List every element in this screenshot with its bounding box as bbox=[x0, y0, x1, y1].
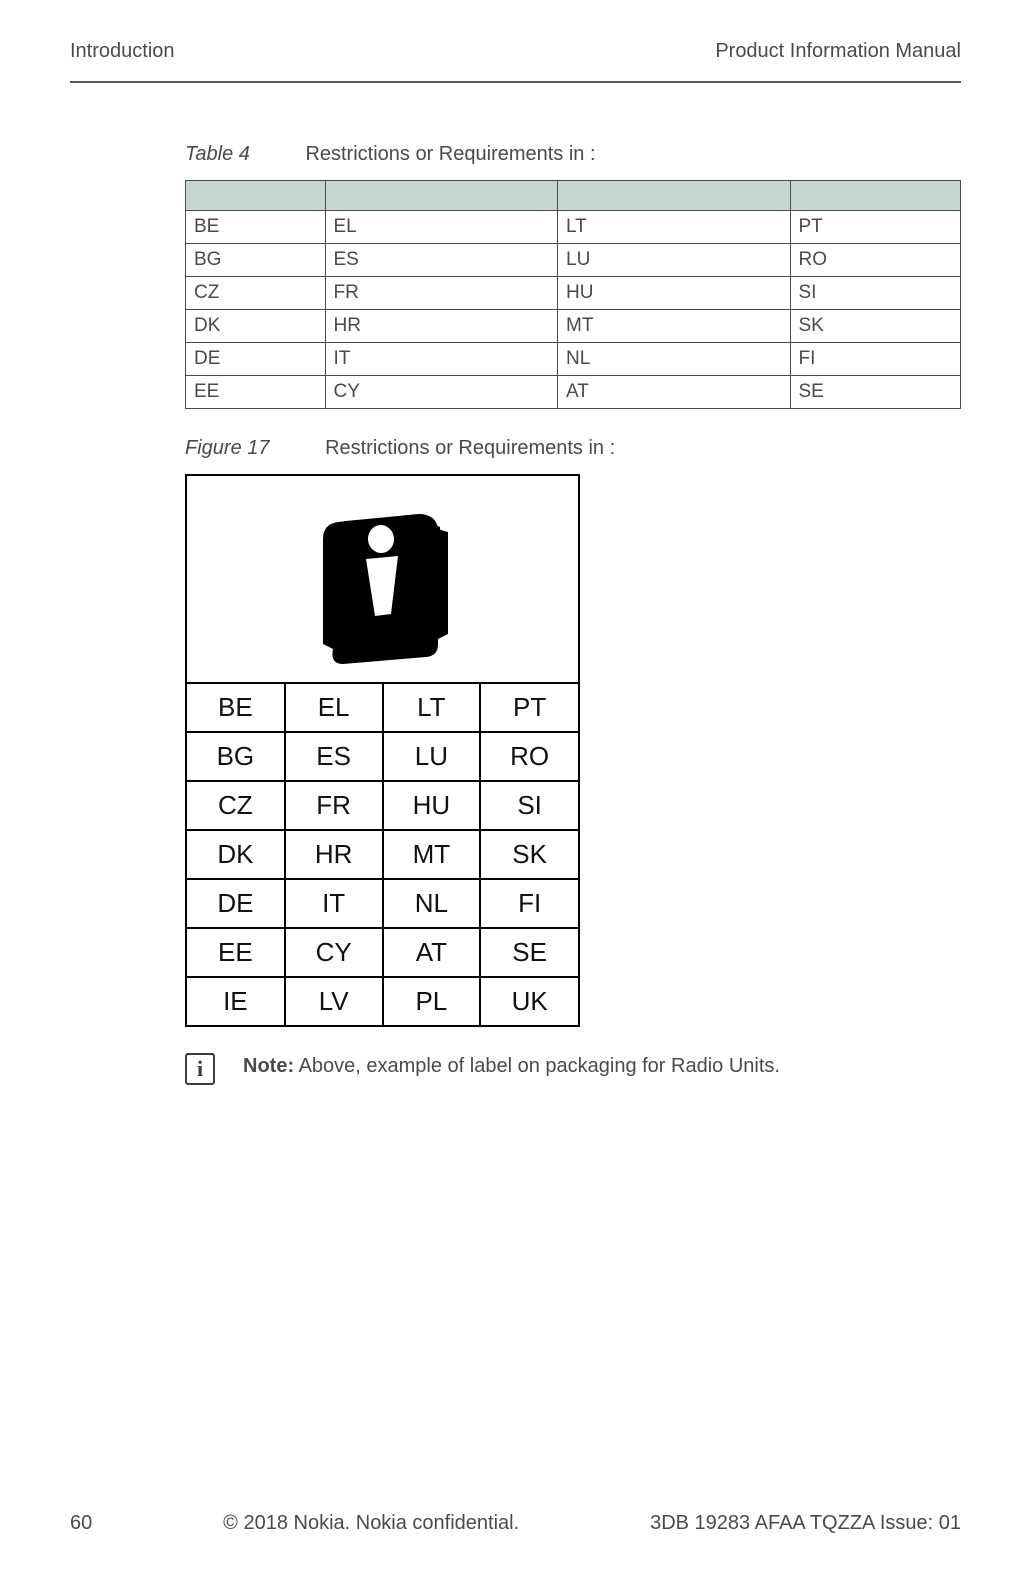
table-cell: DK bbox=[187, 830, 285, 879]
info-icon: i bbox=[185, 1053, 215, 1085]
table-cell: AT bbox=[383, 928, 481, 977]
table-cell: NL bbox=[558, 343, 791, 376]
table-cell: EL bbox=[285, 683, 383, 732]
footer-page-number: 60 bbox=[70, 1512, 92, 1535]
table-cell: RO bbox=[790, 244, 961, 277]
table-row: IE LV PL UK bbox=[187, 977, 578, 1025]
table-cell: SE bbox=[790, 376, 961, 409]
table-cell: ES bbox=[325, 244, 558, 277]
table-cell: SK bbox=[480, 830, 578, 879]
footer-copyright: © 2018 Nokia. Nokia confidential. bbox=[223, 1512, 519, 1535]
table-row: CZ FR HU SI bbox=[186, 277, 961, 310]
table-cell: UK bbox=[480, 977, 578, 1025]
table-cell: CY bbox=[325, 376, 558, 409]
table4-header-cell bbox=[325, 181, 558, 211]
table-row: EE CY AT SE bbox=[187, 928, 578, 977]
note-label: Note: bbox=[243, 1055, 294, 1077]
table-cell: BE bbox=[186, 211, 326, 244]
figure17-caption: Figure 17 Restrictions or Requirements i… bbox=[185, 437, 961, 460]
header-rule bbox=[70, 81, 961, 83]
manual-warning-icon bbox=[187, 476, 578, 682]
table-cell: HR bbox=[285, 830, 383, 879]
table-row: BE EL LT PT bbox=[187, 683, 578, 732]
table4: BE EL LT PT BG ES LU RO CZ FR HU SI bbox=[185, 180, 961, 409]
table-cell: CY bbox=[285, 928, 383, 977]
note-block: i Note: Above, example of label on packa… bbox=[185, 1053, 961, 1085]
table4-header-cell bbox=[558, 181, 791, 211]
table-cell: LU bbox=[383, 732, 481, 781]
table4-caption: Table 4 Restrictions or Requirements in … bbox=[185, 143, 961, 166]
table-row: DK HR MT SK bbox=[187, 830, 578, 879]
table-row: DE IT NL FI bbox=[187, 879, 578, 928]
table-cell: FR bbox=[325, 277, 558, 310]
table-cell: LT bbox=[383, 683, 481, 732]
table-cell: DE bbox=[186, 343, 326, 376]
header-left: Introduction bbox=[70, 40, 175, 63]
table-cell: FI bbox=[480, 879, 578, 928]
table-cell: HU bbox=[383, 781, 481, 830]
table-cell: LV bbox=[285, 977, 383, 1025]
table-cell: BG bbox=[187, 732, 285, 781]
table-cell: SI bbox=[480, 781, 578, 830]
table-cell: EL bbox=[325, 211, 558, 244]
table4-header-cell bbox=[186, 181, 326, 211]
table-cell: SE bbox=[480, 928, 578, 977]
table-row: BG ES LU RO bbox=[187, 732, 578, 781]
table-cell: NL bbox=[383, 879, 481, 928]
table-row: DK HR MT SK bbox=[186, 310, 961, 343]
table-cell: FI bbox=[790, 343, 961, 376]
page-header: Introduction Product Information Manual bbox=[70, 40, 961, 63]
header-right: Product Information Manual bbox=[715, 40, 961, 63]
figure17-caption-text: Restrictions or Requirements in : bbox=[325, 437, 615, 459]
note-text: Above, example of label on packaging for… bbox=[299, 1055, 780, 1077]
table-cell: ES bbox=[285, 732, 383, 781]
page-footer: 60 © 2018 Nokia. Nokia confidential. 3DB… bbox=[70, 1512, 961, 1535]
table-cell: MT bbox=[558, 310, 791, 343]
table-cell: SI bbox=[790, 277, 961, 310]
table-cell: SK bbox=[790, 310, 961, 343]
table-cell: IT bbox=[285, 879, 383, 928]
figure17-box: BE EL LT PT BG ES LU RO CZ FR HU SI bbox=[185, 474, 580, 1027]
table-cell: PL bbox=[383, 977, 481, 1025]
table4-header-cell bbox=[790, 181, 961, 211]
table-cell: FR bbox=[285, 781, 383, 830]
table4-caption-text: Restrictions or Requirements in : bbox=[305, 143, 595, 165]
table-row: CZ FR HU SI bbox=[187, 781, 578, 830]
table-cell: PT bbox=[790, 211, 961, 244]
table-cell: HR bbox=[325, 310, 558, 343]
table-cell: DE bbox=[187, 879, 285, 928]
table-cell: BG bbox=[186, 244, 326, 277]
table-row: BG ES LU RO bbox=[186, 244, 961, 277]
table-cell: CZ bbox=[187, 781, 285, 830]
table-cell: RO bbox=[480, 732, 578, 781]
figure17-table: BE EL LT PT BG ES LU RO CZ FR HU SI bbox=[187, 682, 578, 1025]
table-cell: IT bbox=[325, 343, 558, 376]
table-cell: EE bbox=[186, 376, 326, 409]
figure17-caption-label: Figure 17 bbox=[185, 437, 270, 459]
table-row: BE EL LT PT bbox=[186, 211, 961, 244]
table-cell: HU bbox=[558, 277, 791, 310]
table-cell: DK bbox=[186, 310, 326, 343]
table-cell: BE bbox=[187, 683, 285, 732]
table-cell: AT bbox=[558, 376, 791, 409]
table-cell: LT bbox=[558, 211, 791, 244]
table-cell: CZ bbox=[186, 277, 326, 310]
table-cell: EE bbox=[187, 928, 285, 977]
table-cell: MT bbox=[383, 830, 481, 879]
table-row: DE IT NL FI bbox=[186, 343, 961, 376]
table-cell: IE bbox=[187, 977, 285, 1025]
table4-header-row bbox=[186, 181, 961, 211]
table4-caption-label: Table 4 bbox=[185, 143, 250, 165]
table-row: EE CY AT SE bbox=[186, 376, 961, 409]
table-cell: PT bbox=[480, 683, 578, 732]
table-cell: LU bbox=[558, 244, 791, 277]
footer-doc-id: 3DB 19283 AFAA TQZZA Issue: 01 bbox=[650, 1512, 961, 1535]
